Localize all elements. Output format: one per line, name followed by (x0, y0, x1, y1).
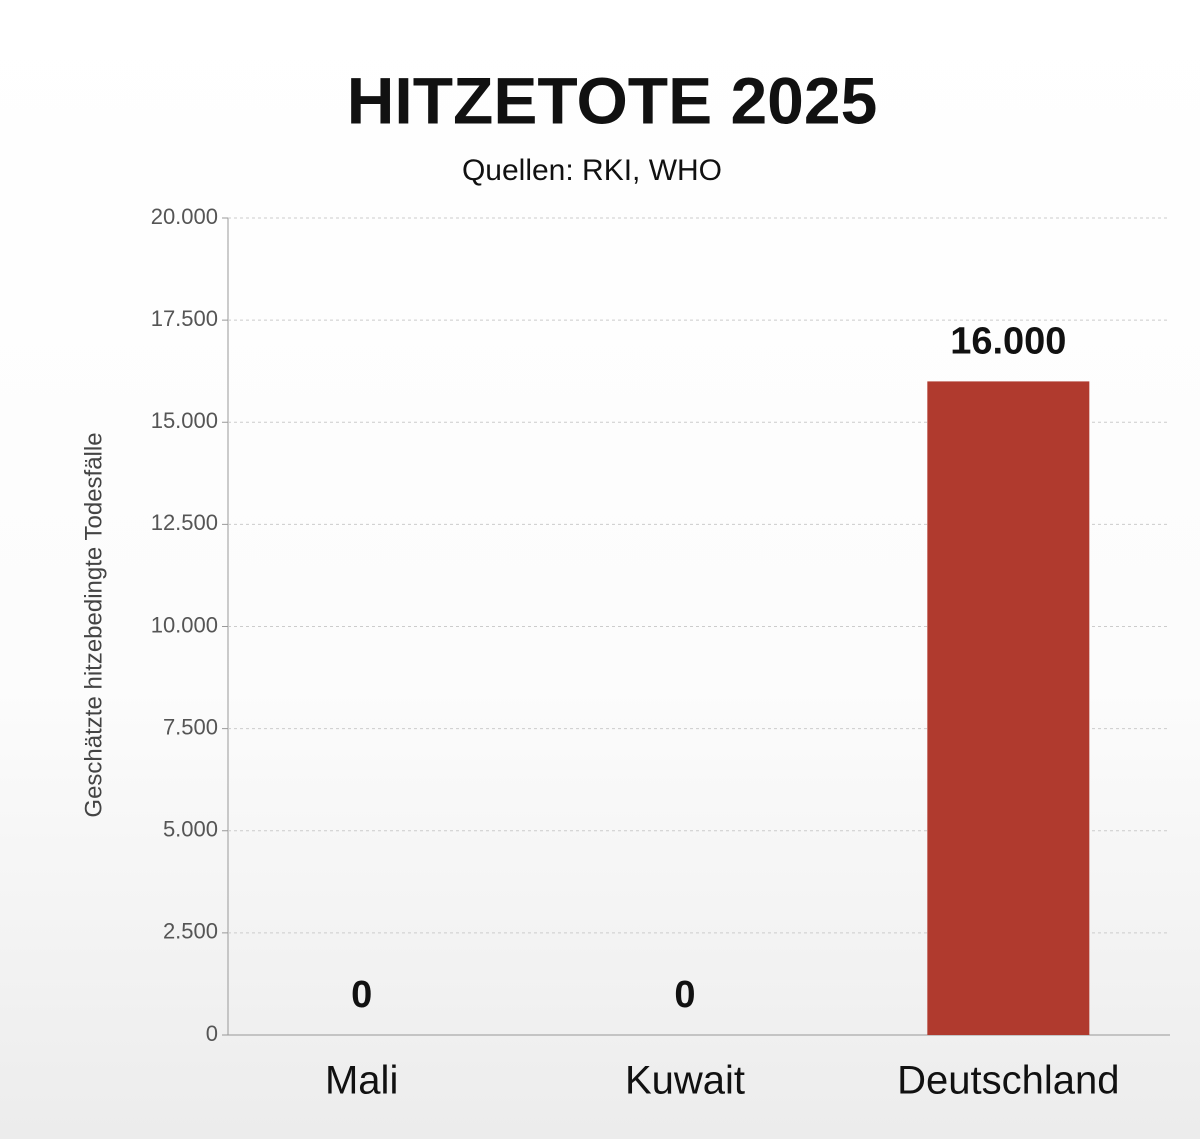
x-tick-label: Kuwait (625, 1059, 745, 1103)
y-tick-label: 5.000 (163, 817, 218, 842)
chart-subtitle: Quellen: RKI, WHO (462, 154, 722, 187)
value-label: 0 (674, 974, 695, 1016)
y-tick-label: 0 (206, 1021, 218, 1046)
x-tick-label: Mali (325, 1059, 398, 1103)
y-tick-label: 17.500 (151, 306, 218, 331)
chart-title: HITZETOTE 2025 (347, 63, 878, 137)
bar (927, 381, 1090, 1035)
value-label: 16.000 (950, 320, 1066, 362)
x-tick-label: Deutschland (897, 1059, 1119, 1103)
y-tick-label: 12.500 (151, 510, 218, 535)
y-tick-label: 2.500 (163, 919, 218, 944)
y-tick-label: 10.000 (151, 612, 218, 637)
y-tick-label: 15.000 (151, 408, 218, 433)
y-tick-label: 7.500 (163, 714, 218, 739)
value-label: 0 (351, 974, 372, 1016)
y-axis-label: Geschätzte hitzebedingte Todesfälle (80, 432, 107, 817)
y-tick-label: 20.000 (151, 204, 218, 229)
